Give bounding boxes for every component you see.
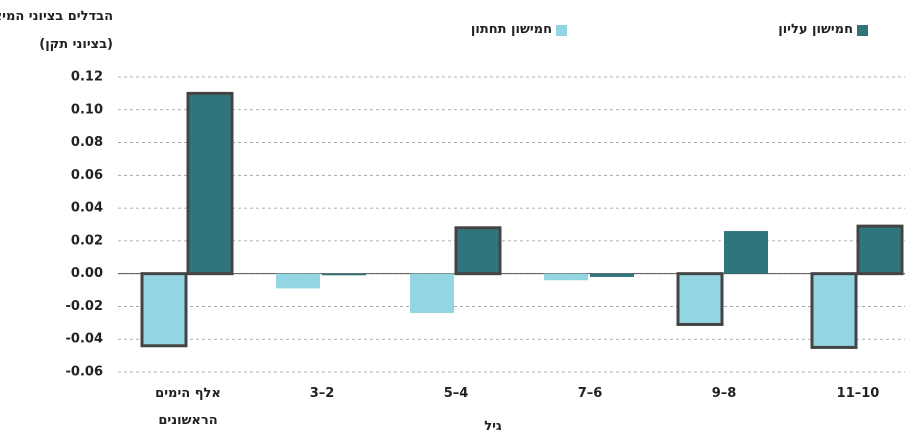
bar: [590, 273, 634, 277]
bar: [140, 272, 188, 348]
y-tick-label: 0.00: [71, 266, 103, 281]
y-axis-note: (בציוני תקן): [39, 37, 113, 52]
legend-label: חמישון תחתון: [470, 22, 552, 37]
y-tick-label: -0.04: [66, 332, 103, 347]
x-tick-label: 10–11: [836, 386, 880, 401]
legend-swatch: [556, 25, 567, 36]
y-tick-label: 0.04: [71, 201, 103, 216]
y-tick-label: 0.10: [71, 102, 103, 117]
y-tick-label: -0.06: [66, 365, 103, 380]
bar: [676, 272, 724, 326]
bar: [544, 273, 588, 281]
bar: [454, 226, 502, 276]
y-tick-label: 0.08: [71, 135, 103, 150]
y-tick-label: 0.12: [71, 70, 103, 85]
x-tick-label: אלף הימים הראשונים: [155, 386, 221, 428]
bar: [856, 224, 904, 276]
x-tick-label: 4–5: [443, 386, 469, 401]
x-axis-label: גיל: [484, 419, 502, 434]
x-tick-label: 6–7: [577, 386, 603, 401]
bar: [322, 273, 366, 276]
y-tick-label: 0.06: [71, 168, 103, 183]
bar: [724, 231, 768, 274]
legend-swatch: [857, 25, 868, 36]
bar: [186, 91, 234, 276]
y-axis-label: הבדלים בציוני המיצ"ב: [0, 9, 113, 24]
bar: [810, 272, 858, 349]
y-tick-label: -0.02: [66, 299, 103, 314]
x-tick-label: 2–3: [309, 386, 335, 401]
x-tick-label: 8–9: [711, 386, 737, 401]
bar: [276, 273, 320, 289]
bar: [410, 273, 454, 313]
y-tick-label: 0.02: [71, 233, 103, 248]
legend-label: חמישון עליון: [778, 22, 853, 37]
